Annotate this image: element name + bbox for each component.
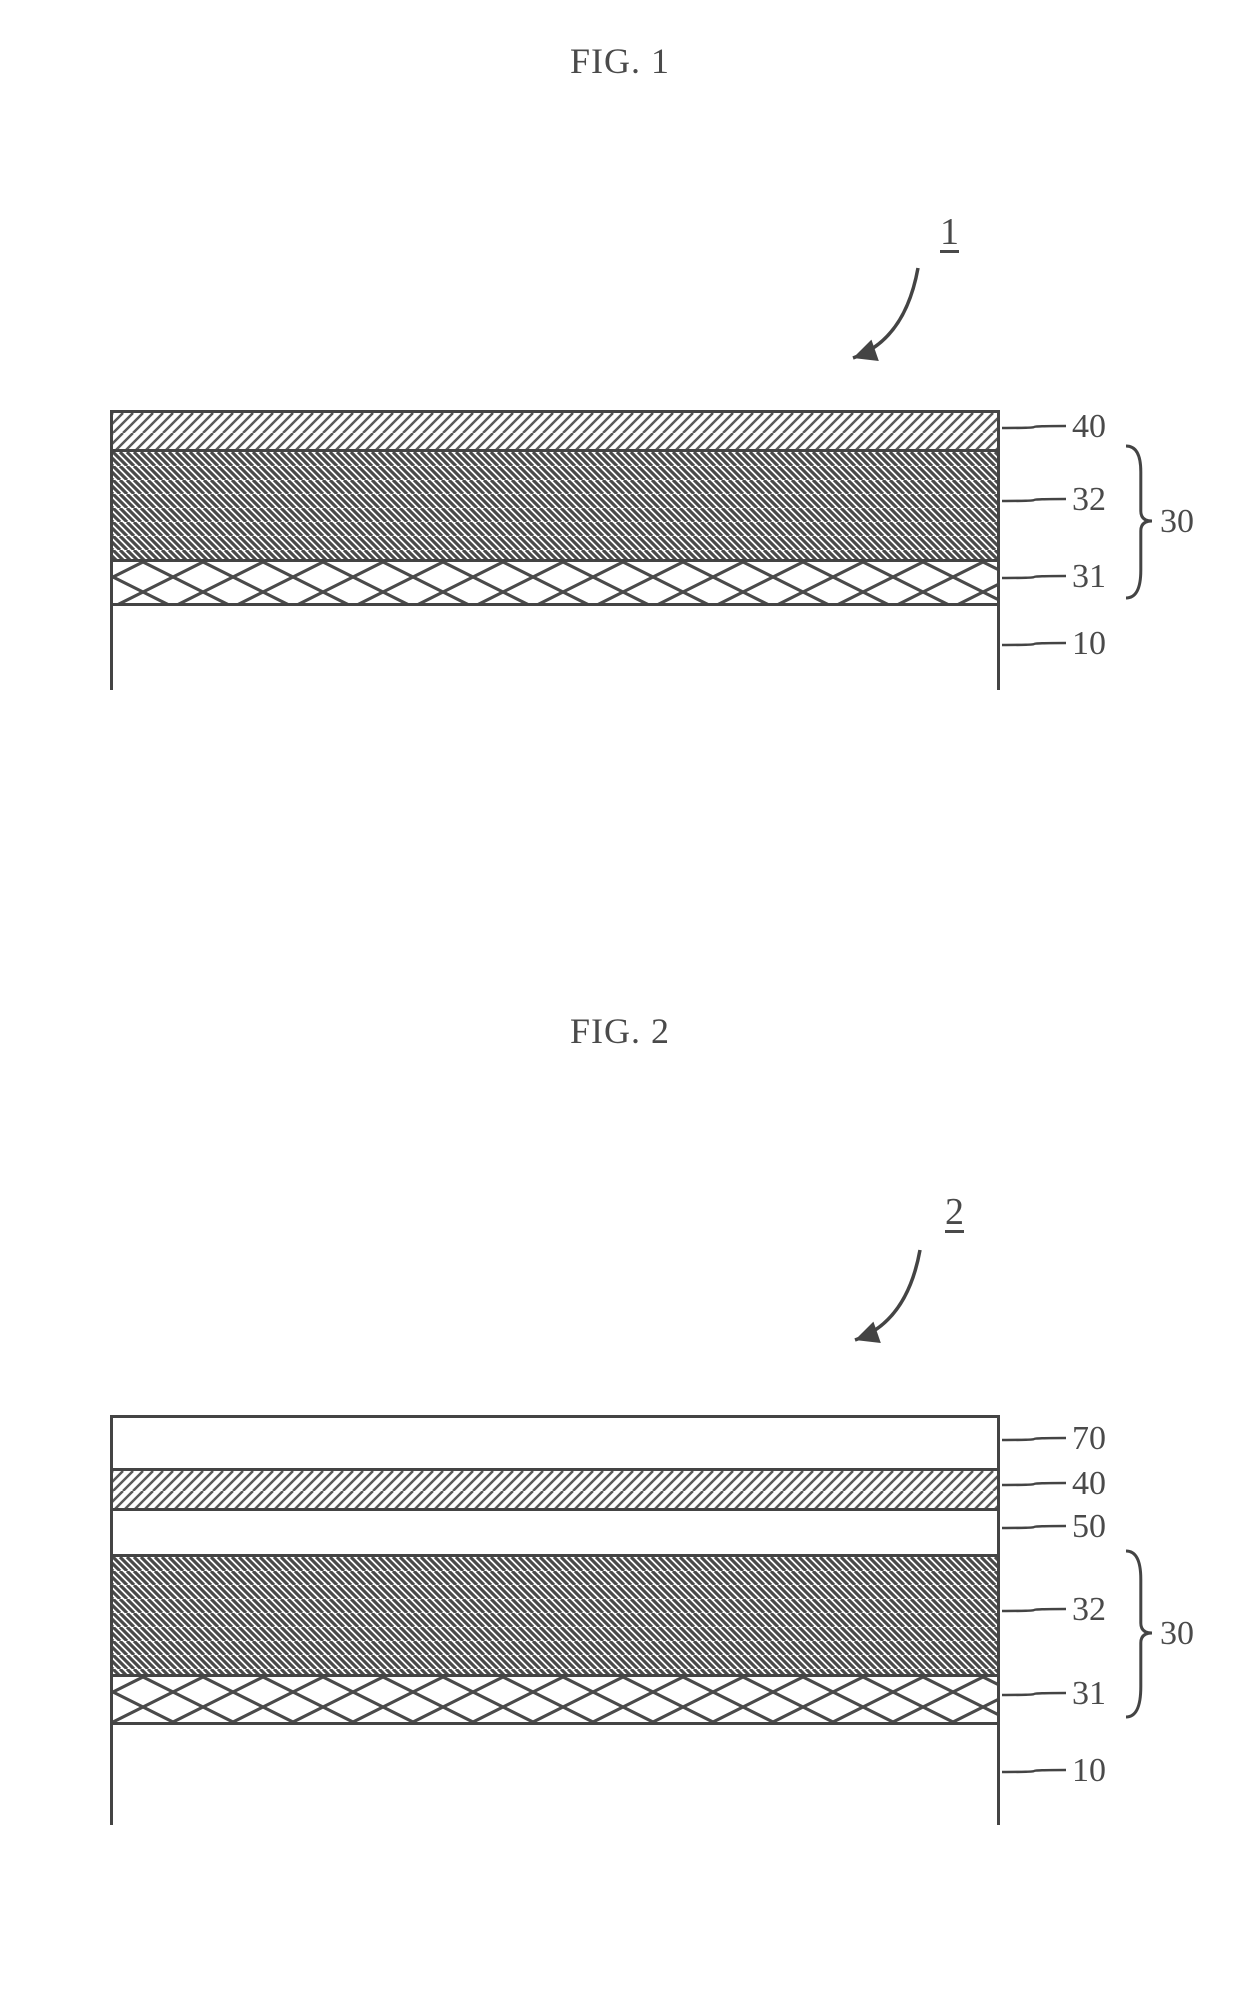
- layer-32: [113, 449, 997, 559]
- layer-31: [113, 559, 997, 603]
- group-label-30: 30: [1160, 503, 1194, 541]
- leader-line: [992, 1516, 1076, 1538]
- assembly-ref-label: 2: [945, 1190, 964, 1234]
- layer-70: [113, 1418, 997, 1468]
- layer-label-50: 50: [1072, 1508, 1106, 1546]
- layer-label-31: 31: [1072, 1675, 1106, 1713]
- group-brace-30: [1124, 1549, 1156, 1721]
- layer-label-32: 32: [1072, 481, 1106, 519]
- layer-10: [113, 1722, 997, 1828]
- layer-label-40: 40: [1072, 408, 1106, 446]
- layer-40: [113, 413, 997, 449]
- layer-label-70: 70: [1072, 1420, 1106, 1458]
- layer-stack: [110, 410, 1000, 690]
- leader-line: [992, 1683, 1076, 1705]
- layer-50: [113, 1508, 997, 1554]
- layer-label-31: 31: [1072, 558, 1106, 596]
- layer-label-32: 32: [1072, 1591, 1106, 1629]
- layer-40: [113, 1468, 997, 1508]
- group-brace-30: [1124, 444, 1156, 602]
- layer-stack: [110, 1415, 1000, 1825]
- leader-line: [992, 566, 1076, 588]
- assembly-arrow: [827, 242, 944, 384]
- group-label-30: 30: [1160, 1615, 1194, 1653]
- figure-title: FIG. 1: [0, 40, 1240, 82]
- layer-10: [113, 603, 997, 693]
- layer-label-10: 10: [1072, 1752, 1106, 1790]
- layer-label-10: 10: [1072, 625, 1106, 663]
- leader-line: [992, 633, 1076, 655]
- leader-line: [992, 1473, 1076, 1495]
- leader-line: [992, 1428, 1076, 1450]
- layer-label-40: 40: [1072, 1465, 1106, 1503]
- layer-31: [113, 1674, 997, 1722]
- leader-line: [992, 1599, 1076, 1621]
- leader-line: [992, 416, 1076, 438]
- leader-line: [992, 1760, 1076, 1782]
- figure-title: FIG. 2: [0, 1010, 1240, 1052]
- assembly-arrow: [829, 1224, 946, 1366]
- leader-line: [992, 489, 1076, 511]
- layer-32: [113, 1554, 997, 1674]
